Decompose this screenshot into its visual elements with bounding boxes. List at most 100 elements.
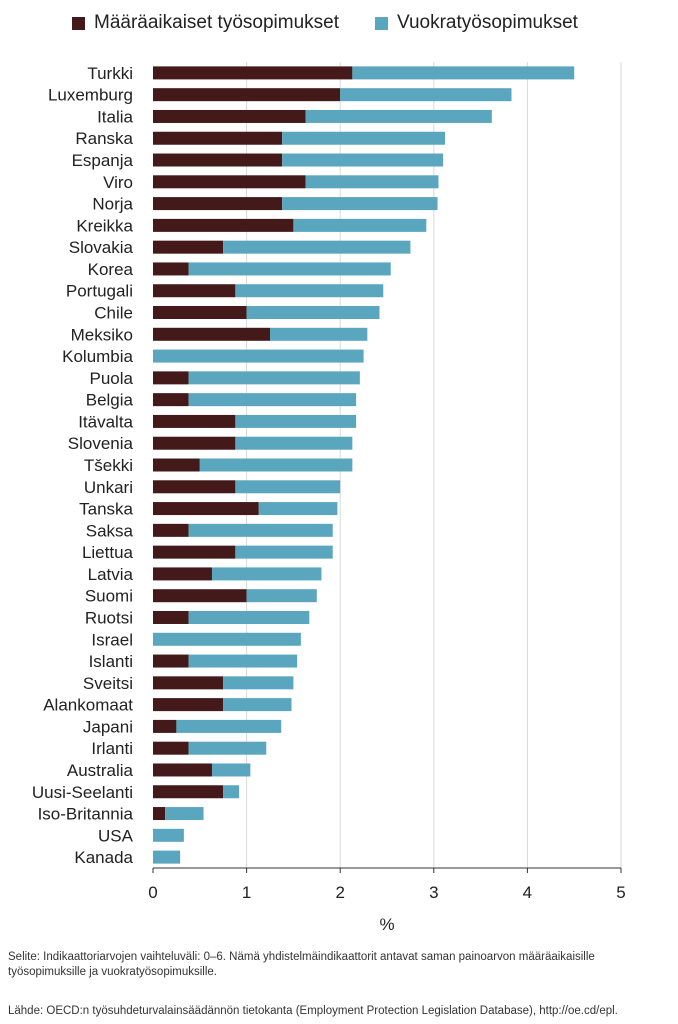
category-label: Belgia (86, 391, 134, 410)
bar-temp-agency (258, 502, 338, 516)
bar-fixed-term (153, 153, 283, 167)
bar-temp-agency (235, 436, 353, 450)
bar-temp-agency (340, 88, 512, 102)
bar-temp-agency (352, 66, 575, 80)
bar-temp-agency (305, 109, 492, 123)
bar-temp-agency (282, 153, 444, 167)
chart-note: Selite: Indikaattoriarvojen vaihteluväli… (8, 951, 595, 978)
category-label: Liettua (82, 543, 134, 562)
category-label: Meksiko (71, 325, 133, 344)
category-label: Korea (88, 260, 134, 279)
category-label: Slovakia (69, 238, 134, 257)
bar-temp-agency (153, 349, 364, 363)
x-tick-label: 1 (242, 883, 251, 902)
bar-temp-agency (153, 850, 181, 864)
x-tick-label: 4 (523, 883, 532, 902)
chart-legend: Määräaikaiset työsopimukset Vuokratyösop… (0, 12, 678, 42)
category-label: Iso-Britannia (38, 805, 134, 824)
bar-fixed-term (153, 88, 341, 102)
category-label: Italia (97, 107, 133, 126)
bar-fixed-term (153, 262, 189, 276)
category-label: Norja (92, 195, 133, 214)
bar-temp-agency (223, 676, 294, 690)
bar-temp-agency (188, 741, 267, 755)
bar-fixed-term (153, 502, 259, 516)
category-label: Espanja (72, 151, 134, 170)
bar-fixed-term (153, 66, 353, 80)
x-axis-label: % (379, 915, 394, 934)
category-label: USA (98, 826, 134, 845)
bar-temp-agency (305, 175, 439, 189)
category-label: Uusi-Seelanti (32, 783, 133, 802)
category-label: Puola (90, 369, 134, 388)
bar-fixed-term (153, 414, 236, 428)
bar-fixed-term (153, 807, 166, 821)
bar-temp-agency (270, 327, 368, 341)
bar-temp-agency (211, 763, 251, 777)
x-tick-label: 3 (429, 883, 438, 902)
bar-temp-agency (188, 371, 360, 385)
category-label: Irlanti (91, 739, 133, 758)
category-label: Chile (94, 304, 133, 323)
bar-temp-agency (211, 567, 322, 581)
category-label: Turkki (87, 64, 133, 83)
x-tick-label: 0 (148, 883, 157, 902)
legend-swatch-fixed-term (72, 16, 85, 30)
bar-temp-agency (188, 262, 391, 276)
legend-label-temp-agency: Vuokratyösopimukset (397, 12, 578, 33)
bar-fixed-term (153, 523, 189, 537)
category-label: Australia (67, 761, 134, 780)
bar-temp-agency (223, 698, 292, 712)
bar-temp-agency (293, 218, 427, 232)
category-label: Israel (91, 630, 133, 649)
bar-temp-agency (235, 545, 333, 559)
bar-temp-agency (246, 589, 317, 603)
category-label: Itävalta (78, 412, 133, 431)
bar-fixed-term (153, 676, 224, 690)
bar-fixed-term (153, 567, 212, 581)
category-label: Latvia (88, 565, 134, 584)
bar-temp-agency (235, 284, 384, 298)
bar-temp-agency (165, 807, 204, 821)
bar-fixed-term (153, 371, 189, 385)
category-label: Saksa (86, 521, 134, 540)
category-label: Alankomaat (43, 696, 133, 715)
bar-chart: Turkki Luxemburg Italia Ranska Espanja Viro No… (32, 62, 626, 934)
bar-fixed-term (153, 306, 247, 320)
bar-fixed-term (153, 545, 236, 559)
category-label: Kanada (74, 848, 133, 867)
legend-swatch-temp-agency (375, 16, 388, 30)
bar-temp-agency (246, 306, 380, 320)
bar-temp-agency (282, 197, 438, 211)
bar-temp-agency (235, 480, 341, 494)
bar-fixed-term (153, 175, 306, 189)
bar-fixed-term (153, 610, 189, 624)
chart-source: Lähde: OECD:n työsuhdeturvalainsäädännön… (8, 1005, 618, 1017)
bar-temp-agency (176, 719, 282, 733)
legend-label-fixed-term: Määräaikaiset työsopimukset (94, 12, 339, 33)
category-label: Japani (83, 717, 133, 736)
category-label: Suomi (85, 587, 133, 606)
legend-item-fixed-term: Määräaikaiset työsopimukset (72, 12, 339, 34)
bar-fixed-term (153, 719, 177, 733)
bar-fixed-term (153, 284, 236, 298)
bar-temp-agency (188, 610, 310, 624)
category-label: Sveitsi (83, 674, 133, 693)
bar-fixed-term (153, 109, 306, 123)
bar-fixed-term (153, 327, 270, 341)
bar-fixed-term (153, 458, 200, 472)
bar-fixed-term (153, 741, 189, 755)
category-label: Ruotsi (85, 608, 133, 627)
bar-temp-agency (188, 523, 333, 537)
legend-item-temp-agency: Vuokratyösopimukset (375, 12, 578, 34)
bar-temp-agency (223, 785, 240, 799)
category-label: Portugali (66, 282, 133, 301)
bar-fixed-term (153, 763, 212, 777)
bar-fixed-term (153, 393, 189, 407)
bar-temp-agency (282, 131, 446, 145)
bar-fixed-term (153, 240, 224, 254)
bar-temp-agency (153, 828, 184, 842)
bar-temp-agency (153, 632, 301, 646)
x-tick-label: 5 (616, 883, 625, 902)
bar-fixed-term (153, 197, 283, 211)
